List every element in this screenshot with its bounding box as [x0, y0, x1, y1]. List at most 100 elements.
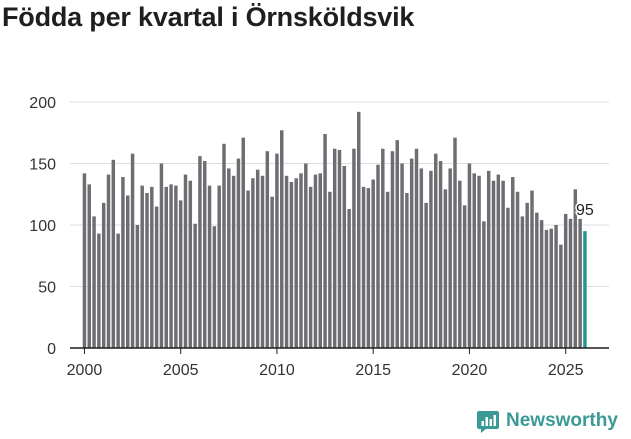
bar — [270, 196, 274, 348]
bar — [448, 168, 452, 348]
bar — [544, 229, 549, 348]
x-tick-label: 2010 — [259, 362, 295, 379]
bars: 95 — [82, 111, 595, 348]
bar — [101, 202, 106, 348]
bar — [294, 178, 298, 348]
bar — [289, 181, 294, 348]
bar — [82, 173, 87, 348]
bar — [198, 156, 202, 348]
bar-highlight — [583, 231, 587, 348]
bar — [539, 220, 544, 348]
bar — [246, 190, 250, 348]
y-axis-labels: 0 50 100 150 200 — [29, 95, 56, 358]
bar — [227, 168, 231, 348]
brand-name: Newsworthy — [506, 410, 618, 431]
bar — [515, 191, 520, 348]
x-tick-label: 2020 — [452, 362, 488, 379]
bar — [467, 163, 472, 348]
bar — [231, 175, 236, 348]
brand-logo: Newsworthy — [476, 409, 618, 433]
bar — [299, 173, 303, 348]
bar — [241, 137, 245, 348]
bar — [212, 226, 217, 348]
bar — [188, 180, 193, 348]
bar — [578, 218, 582, 348]
bar — [506, 207, 510, 348]
bar — [106, 174, 111, 348]
y-tick-label: 50 — [38, 280, 56, 297]
bar — [92, 216, 96, 348]
bar — [371, 179, 375, 348]
bar — [255, 169, 260, 348]
bar — [390, 151, 395, 348]
bar — [318, 173, 322, 348]
bar — [568, 218, 573, 348]
bar — [154, 206, 159, 348]
bar — [265, 151, 270, 348]
bar — [203, 161, 207, 348]
bar — [563, 213, 568, 348]
y-tick-label: 100 — [29, 218, 56, 235]
bar — [414, 148, 419, 348]
bar — [332, 148, 337, 348]
bar — [111, 159, 116, 348]
bar — [174, 185, 178, 348]
bar — [573, 189, 578, 348]
bar — [405, 193, 409, 348]
y-tick-label: 0 — [47, 341, 56, 358]
bar — [535, 212, 539, 348]
bar — [434, 153, 438, 348]
bar — [280, 130, 284, 348]
bar — [400, 163, 404, 348]
bar — [530, 190, 534, 348]
bar — [130, 153, 135, 348]
bar — [482, 221, 486, 348]
bar — [207, 185, 212, 348]
chart-title: Födda per kvartal i Örnsköldsvik — [2, 2, 415, 32]
bar — [193, 223, 197, 348]
bar — [328, 191, 332, 348]
bar — [308, 186, 313, 348]
bar — [366, 188, 371, 348]
bar — [409, 158, 414, 348]
bar — [486, 170, 491, 348]
bar — [491, 180, 496, 348]
bar — [236, 158, 241, 348]
x-tick-label: 2000 — [67, 362, 103, 379]
bar — [97, 233, 101, 348]
bar — [135, 225, 140, 348]
bar — [183, 174, 188, 348]
bar — [150, 186, 154, 348]
x-tick-label: 2025 — [548, 362, 584, 379]
bar — [260, 175, 265, 348]
bar — [347, 209, 351, 348]
bar — [381, 148, 385, 348]
bar — [554, 225, 558, 348]
bar — [313, 174, 318, 348]
bar — [559, 244, 563, 348]
y-tick-label: 150 — [29, 157, 56, 174]
bar — [511, 177, 515, 348]
bar — [549, 228, 553, 348]
bar — [496, 174, 501, 348]
x-tick-label: 2015 — [355, 362, 391, 379]
bar — [217, 185, 221, 348]
bar — [525, 202, 529, 348]
bar — [477, 175, 481, 348]
bar — [458, 180, 462, 348]
bar — [164, 186, 168, 348]
highlight-label: 95 — [576, 202, 594, 219]
bar — [87, 184, 91, 348]
bar — [222, 143, 226, 348]
bar — [462, 205, 467, 348]
bar — [438, 161, 443, 348]
bar — [304, 163, 308, 348]
bar — [385, 191, 390, 348]
bar — [376, 164, 380, 348]
bar — [169, 184, 173, 348]
bar — [140, 185, 144, 348]
bar — [352, 148, 356, 348]
bar — [520, 216, 525, 348]
bar — [501, 180, 505, 348]
bar — [178, 200, 183, 348]
